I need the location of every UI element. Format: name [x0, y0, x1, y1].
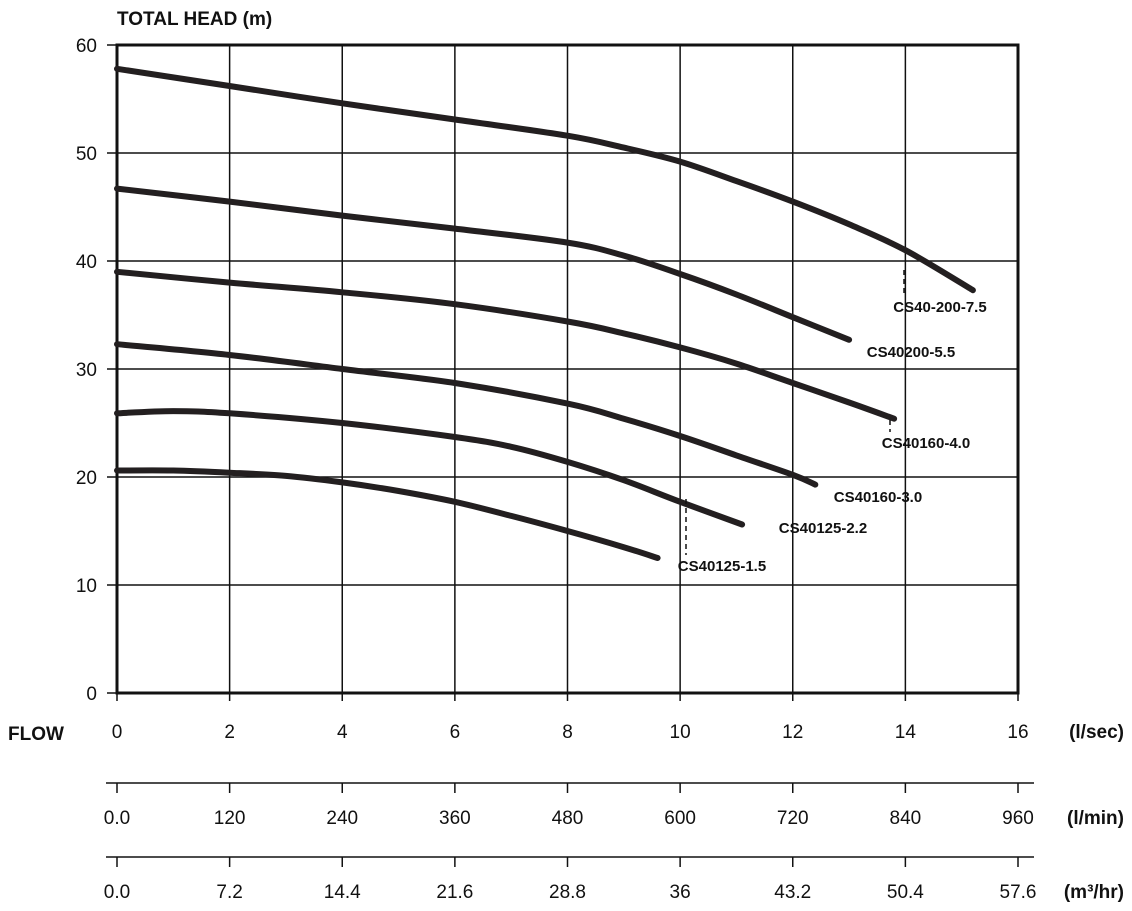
curve-label: CS40-200-7.5 — [893, 299, 986, 316]
pump-curve — [114, 268, 898, 422]
curve-label: CS40125-1.5 — [678, 558, 766, 575]
pump-curve — [114, 65, 976, 294]
grid-layer — [106, 43, 1034, 867]
x-tick-label: 12 — [782, 722, 803, 743]
x-tick-label: 36 — [670, 882, 691, 903]
y-tick-label: 40 — [76, 252, 97, 273]
y-tick-label: 60 — [76, 36, 97, 57]
pump-curve — [114, 467, 661, 561]
x-tick-label: 480 — [552, 808, 584, 829]
curve-label: CS40160-4.0 — [882, 435, 970, 452]
x-tick-label: 2 — [224, 722, 235, 743]
x-axis-unit: (l/sec) — [1069, 722, 1124, 743]
x-tick-label: 43.2 — [774, 882, 811, 903]
x-tick-label: 960 — [1002, 808, 1034, 829]
pump-curve — [114, 341, 819, 488]
x-tick-label: 240 — [326, 808, 358, 829]
x-tick-label: 600 — [664, 808, 696, 829]
y-tick-label: 50 — [76, 144, 97, 165]
y-tick-label: 30 — [76, 360, 97, 381]
y-axis-title: TOTAL HEAD (m) — [117, 9, 272, 30]
x-axis-title: FLOW — [8, 724, 64, 745]
x-tick-label: 720 — [777, 808, 809, 829]
x-axis-unit: (l/min) — [1067, 808, 1124, 829]
leader-lines-layer — [685, 270, 905, 555]
x-tick-label: 7.2 — [216, 882, 242, 903]
y-tick-label: 20 — [76, 468, 97, 489]
x-tick-label: 21.6 — [436, 882, 473, 903]
x-tick-label: 0 — [112, 722, 123, 743]
pump-curve — [114, 185, 853, 343]
x-tick-label: 28.8 — [549, 882, 586, 903]
x-tick-label: 0.0 — [104, 882, 130, 903]
x-tick-label: 50.4 — [887, 882, 924, 903]
curve-label: CS40160-3.0 — [834, 489, 922, 506]
x-tick-label: 360 — [439, 808, 471, 829]
x-tick-label: 6 — [450, 722, 461, 743]
x-tick-label: 16 — [1007, 722, 1028, 743]
x-tick-label: 14 — [895, 722, 917, 743]
curves-layer — [114, 65, 976, 561]
x-tick-label: 10 — [670, 722, 691, 743]
x-tick-label: 0.0 — [104, 808, 130, 829]
x-tick-label: 57.6 — [1000, 882, 1037, 903]
x-tick-label: 120 — [214, 808, 246, 829]
pump-curve — [114, 408, 746, 528]
y-tick-label: 0 — [86, 684, 97, 705]
x-tick-label: 4 — [337, 722, 348, 743]
x-tick-label: 14.4 — [324, 882, 361, 903]
x-axis-unit: (m³/hr) — [1064, 882, 1124, 903]
curve-label: CS40200-5.5 — [867, 344, 955, 361]
curve-label: CS40125-2.2 — [779, 520, 867, 537]
x-tick-label: 8 — [562, 722, 573, 743]
x-tick-label: 840 — [890, 808, 922, 829]
y-tick-label: 10 — [76, 576, 97, 597]
